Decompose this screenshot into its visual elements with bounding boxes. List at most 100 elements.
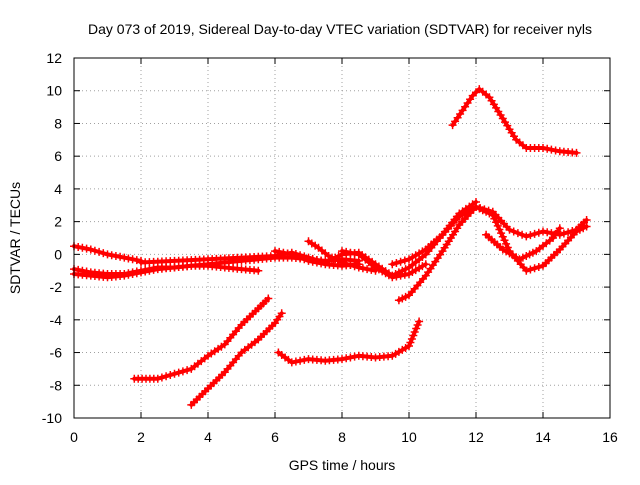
data-point-marker (539, 227, 547, 236)
x-tick-label: 12 (468, 429, 484, 445)
data-point-marker (124, 270, 133, 279)
data-point-marker (338, 247, 346, 256)
data-point-marker (396, 271, 405, 280)
data-point-marker (484, 206, 493, 215)
data-point-marker (107, 251, 116, 260)
data-point-marker (480, 205, 489, 214)
series-track-k (448, 85, 581, 157)
x-tick-label: 10 (401, 429, 417, 445)
data-point-marker (476, 204, 485, 213)
data-point-marker (522, 266, 531, 275)
series-track-m (187, 309, 286, 409)
series-track-i (394, 202, 591, 305)
data-point-marker (518, 230, 527, 239)
data-point-marker (300, 355, 309, 364)
y-tick-label: -10 (42, 410, 62, 426)
data-point-marker (405, 342, 413, 350)
y-tick-label: 10 (46, 83, 62, 99)
data-point-marker (530, 229, 539, 238)
x-axis-label: GPS time / hours (289, 457, 396, 473)
data-point-marker (500, 236, 509, 245)
data-point-marker (308, 257, 317, 266)
data-point-marker (568, 227, 577, 235)
data-point-marker (497, 229, 506, 238)
data-point-marker (582, 216, 591, 224)
data-point-marker (509, 227, 518, 236)
data-point-marker (407, 335, 416, 343)
y-tick-label: 2 (54, 214, 62, 230)
y-tick-label: 6 (54, 148, 62, 164)
data-point-marker (78, 243, 87, 252)
y-tick-label: 0 (54, 246, 62, 262)
data-point-marker (183, 366, 192, 375)
data-point-marker (350, 249, 359, 258)
data-point-marker (534, 263, 543, 271)
data-point-marker (421, 260, 430, 269)
data-point-marker (342, 259, 351, 268)
data-point-marker (492, 218, 501, 227)
data-point-marker (149, 265, 158, 274)
data-point-marker (162, 372, 171, 381)
data-point-marker (132, 256, 141, 265)
data-point-marker (103, 250, 112, 259)
data-point-marker (415, 317, 424, 326)
data-point-marker (120, 253, 129, 262)
series-track-c (70, 242, 145, 265)
data-point-marker (141, 267, 150, 276)
data-point-marker (555, 224, 564, 233)
data-point-marker (367, 265, 376, 274)
data-point-marker (145, 266, 154, 275)
y-tick-label: -6 (50, 345, 63, 361)
x-tick-label: 8 (338, 429, 346, 445)
data-point-marker (342, 247, 351, 256)
data-point-marker (346, 353, 355, 362)
data-point-marker (472, 202, 480, 211)
data-point-marker (338, 355, 346, 364)
data-point-marker (400, 270, 409, 279)
data-point-marker (388, 260, 397, 269)
data-point-marker (392, 272, 401, 281)
y-tick-label: -4 (50, 312, 63, 328)
x-tick-label: 4 (204, 429, 212, 445)
data-point-marker (174, 368, 183, 377)
data-point-marker (287, 250, 296, 259)
data-point-marker (396, 257, 405, 266)
data-point-marker (275, 247, 284, 256)
series-track-l (130, 294, 273, 383)
data-point-marker (564, 228, 573, 237)
data-point-marker (304, 256, 313, 265)
series-track-f (304, 237, 380, 275)
data-point-marker (388, 273, 397, 282)
data-point-marker (74, 243, 83, 251)
y-tick-label: 8 (54, 115, 62, 131)
data-point-marker (350, 262, 359, 271)
data-point-marker (291, 252, 300, 260)
data-point-marker (296, 253, 305, 262)
data-point-marker (534, 228, 543, 237)
data-point-marker (505, 225, 514, 234)
data-point-marker (413, 321, 422, 329)
data-point-marker (350, 352, 359, 361)
data-point-marker (513, 229, 522, 238)
data-point-marker (157, 373, 166, 382)
data-point-marker (90, 246, 99, 255)
data-point-marker (271, 247, 279, 256)
data-point-marker (132, 269, 141, 278)
data-point-marker (312, 258, 321, 267)
data-point-marker (493, 221, 502, 230)
data-point-marker (166, 371, 175, 379)
data-point-marker (178, 367, 187, 376)
data-point-marker (82, 244, 91, 253)
data-point-marker (153, 374, 162, 383)
data-point-marker (346, 261, 355, 269)
data-point-marker (543, 228, 552, 237)
y-tick-label: -2 (50, 279, 63, 295)
data-point-marker (498, 232, 507, 241)
data-point-marker (410, 328, 419, 336)
data-point-marker (317, 259, 326, 268)
series-track-g (338, 247, 430, 282)
chart-title: Day 073 of 2019, Sidereal Day-to-day VTE… (88, 21, 592, 37)
